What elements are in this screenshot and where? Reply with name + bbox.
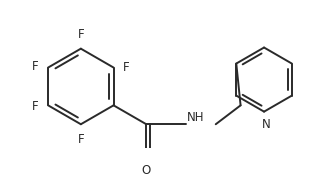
Text: F: F [32,100,39,113]
Text: F: F [32,60,39,73]
Text: N: N [262,118,271,131]
Text: F: F [78,28,84,41]
Text: F: F [78,133,84,146]
Text: O: O [142,164,151,177]
Text: F: F [123,61,129,74]
Text: NH: NH [186,111,204,124]
